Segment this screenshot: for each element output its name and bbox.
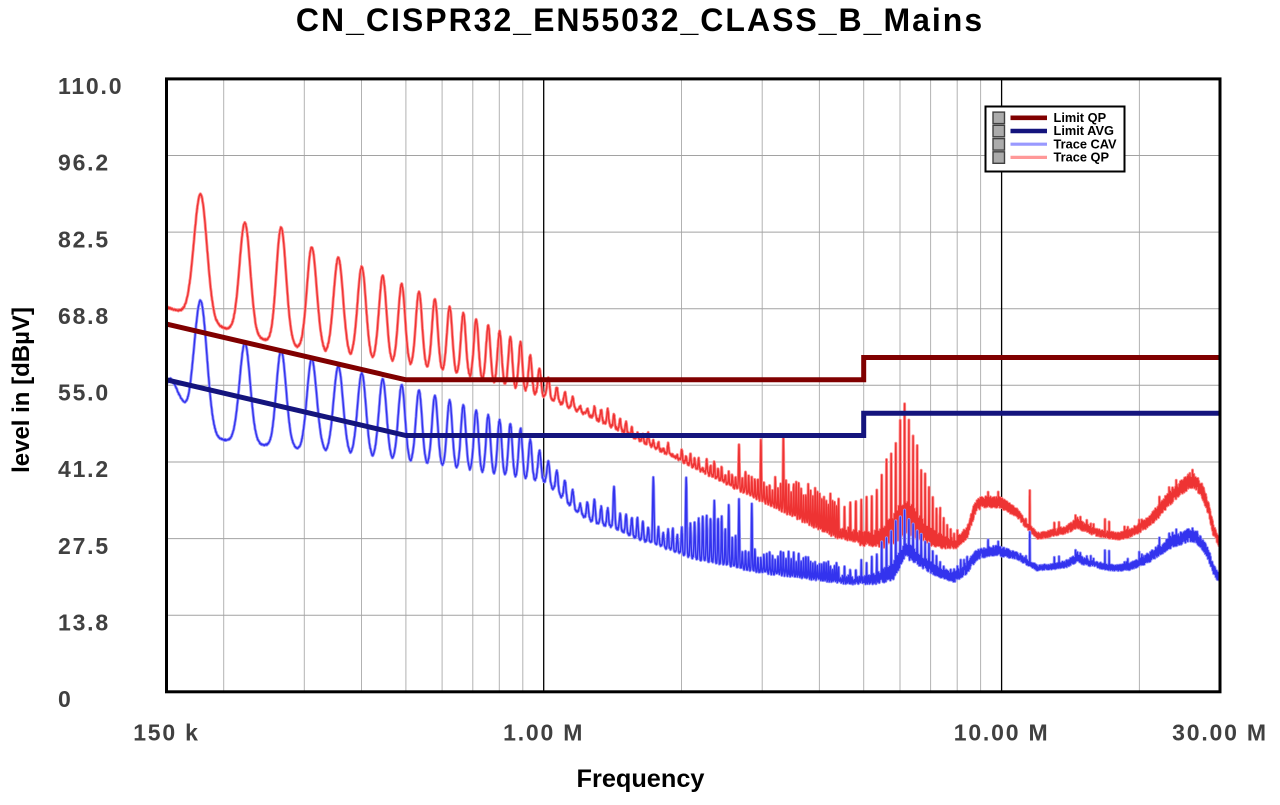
svg-text:Trace QP: Trace QP [1054, 150, 1110, 165]
svg-text:96.2: 96.2 [58, 150, 110, 176]
svg-text:27.5: 27.5 [58, 533, 110, 559]
svg-text:150 k: 150 k [133, 720, 200, 746]
svg-text:68.8: 68.8 [58, 303, 110, 329]
svg-text:Limit AVG: Limit AVG [1054, 123, 1114, 138]
svg-text:30.00 M: 30.00 M [1172, 720, 1268, 746]
svg-text:CN_CISPR32_EN55032_CLASS_B_Mai: CN_CISPR32_EN55032_CLASS_B_Mains [296, 2, 984, 38]
svg-text:13.8: 13.8 [58, 609, 110, 635]
svg-text:Frequency: Frequency [577, 765, 705, 793]
svg-text:0: 0 [58, 686, 73, 712]
svg-text:1.00 M: 1.00 M [503, 720, 584, 746]
svg-text:41.2: 41.2 [58, 456, 110, 482]
svg-text:82.5: 82.5 [58, 226, 110, 252]
svg-text:level in [dBµV]: level in [dBµV] [8, 307, 35, 473]
svg-text:110.0: 110.0 [58, 73, 123, 99]
svg-text:Trace CAV: Trace CAV [1054, 136, 1118, 151]
svg-text:55.0: 55.0 [58, 380, 110, 406]
svg-text:Limit QP: Limit QP [1054, 110, 1107, 125]
svg-text:10.00 M: 10.00 M [954, 720, 1050, 746]
